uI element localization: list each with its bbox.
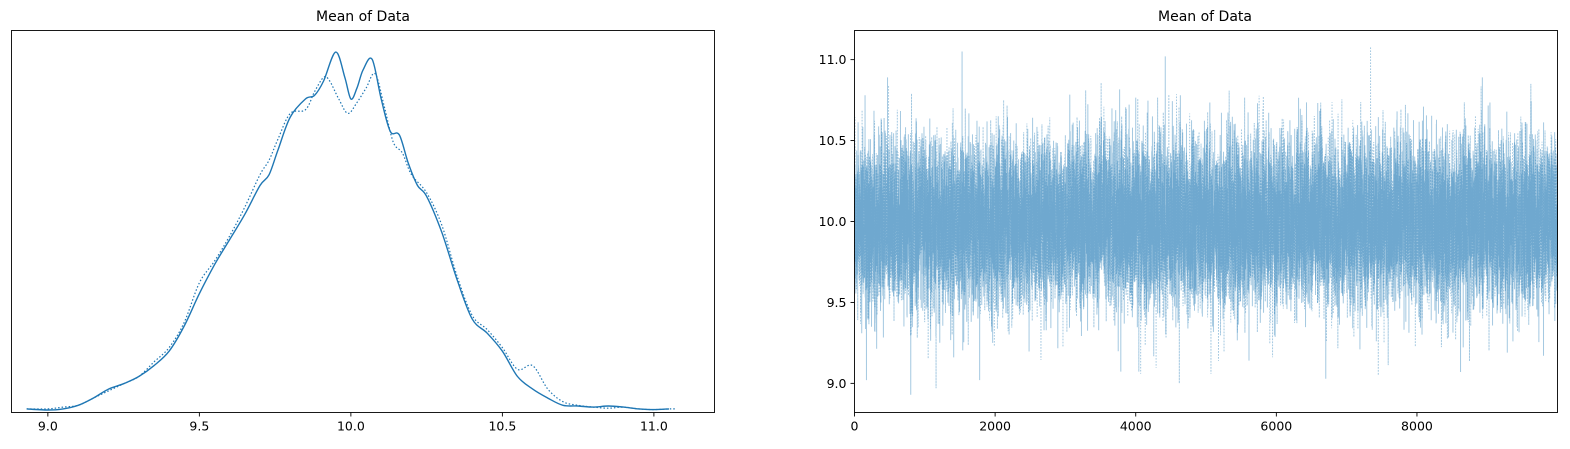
trace-x-tick-label: 0 <box>851 419 859 434</box>
kde-x-axis: 9.0 9.5 10.0 10.5 11.0 <box>38 412 668 434</box>
kde-x-tick-label: 10.5 <box>488 419 516 434</box>
kde-line-chain-1 <box>26 51 670 411</box>
trace-y-tick-label: 10.5 <box>819 133 847 148</box>
trace-x-tick-label: 4000 <box>1120 419 1152 434</box>
kde-x-tick-label: 9.0 <box>38 419 58 434</box>
kde-line-chain-2 <box>26 72 676 411</box>
trace-x-tick-label: 8000 <box>1401 419 1433 434</box>
trace-x-tick-label: 2000 <box>979 419 1011 434</box>
trace-axes-frame <box>854 30 1558 413</box>
kde-axes-frame <box>11 30 715 413</box>
trace-y-tick-label: 9.5 <box>827 295 847 310</box>
trace-title: Mean of Data <box>1158 9 1252 25</box>
kde-x-tick-label: 10.0 <box>337 419 365 434</box>
trace-y-tick-label: 9.0 <box>827 376 847 391</box>
trace-x-tick-label: 6000 <box>1260 419 1292 434</box>
trace-y-tick-label: 11.0 <box>819 52 847 67</box>
kde-lines <box>26 51 676 411</box>
kde-panel: Mean of Data 9.0 9.5 10.0 10.5 11.0 <box>11 9 715 434</box>
kde-x-tick-label: 11.0 <box>640 419 668 434</box>
trace-y-tick-label: 10.0 <box>819 214 847 229</box>
trace-panel: Mean of Data 0 2000 4000 6000 8000 9.0 9.5 10.… <box>819 9 1558 434</box>
trace-x-axis: 0 2000 4000 6000 8000 <box>851 412 1433 434</box>
kde-x-tick-label: 9.5 <box>189 419 209 434</box>
trace-lines <box>854 46 1558 395</box>
trace-line-chain-2 <box>854 46 1558 389</box>
kde-title: Mean of Data <box>316 9 410 25</box>
trace-line-chain-1 <box>854 51 1558 395</box>
trace-y-axis: 9.0 9.5 10.0 10.5 11.0 <box>819 52 855 391</box>
